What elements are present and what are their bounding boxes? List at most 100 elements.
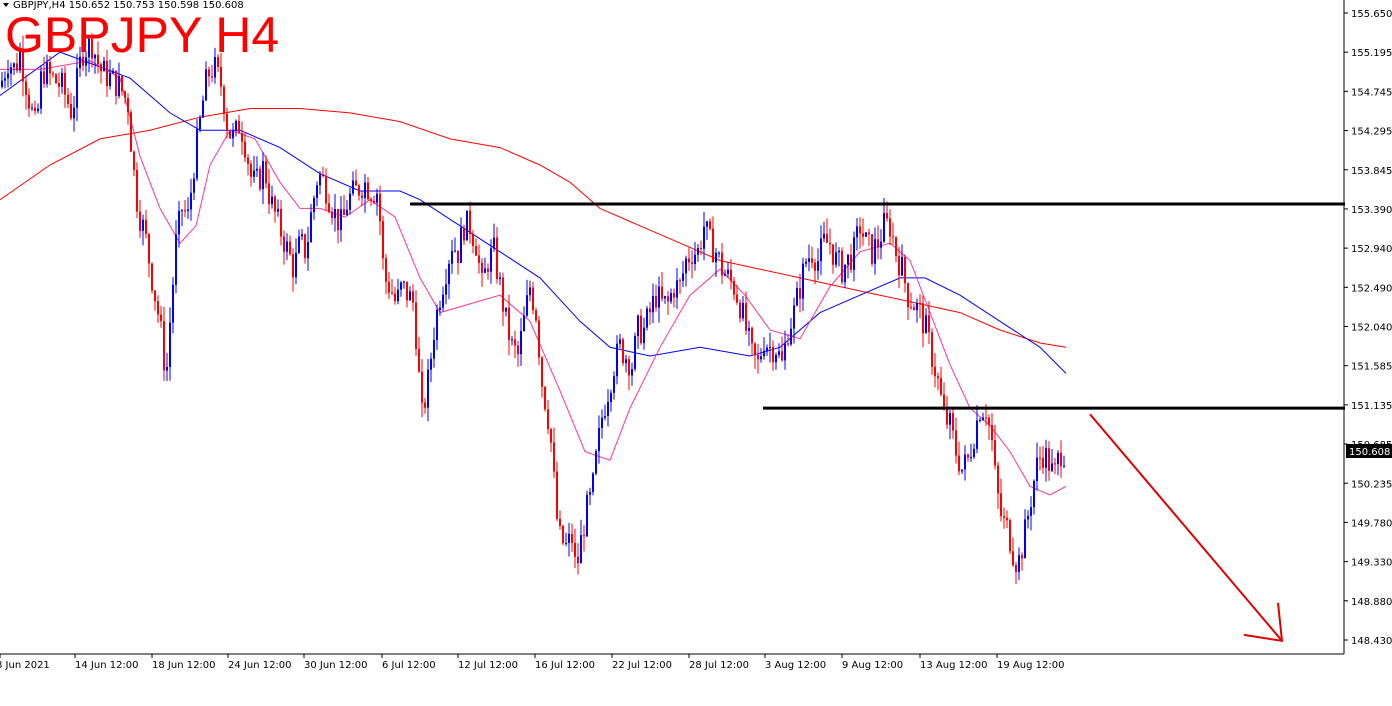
candle-body [493,237,495,249]
candle-body [1024,519,1026,559]
candle-body [703,226,705,249]
candle-body [850,254,852,270]
candle-body [631,369,633,376]
candle-body [694,254,696,265]
candle-body [397,289,399,302]
candle-body [67,94,69,104]
candle-body [502,277,504,312]
candle-body [46,62,48,84]
candle-body [133,151,135,170]
candle-body [964,454,966,470]
candle-body [1030,507,1032,516]
candle-body [49,62,51,74]
candle-body [646,308,648,328]
candle-body [202,100,204,118]
candle-body [955,430,957,456]
candle-body [892,236,894,238]
candle-body [745,302,747,331]
candle-body [589,492,591,495]
candle-body [172,284,174,323]
candle-body [658,286,660,308]
candle-body [160,314,162,322]
candle-body [937,376,939,379]
candle-body [559,518,561,526]
candle-body [439,307,441,310]
candle-body [223,86,225,114]
candle-body [859,226,861,234]
candle-body [307,241,309,259]
candle-body [1048,448,1050,471]
candle-body [295,252,297,278]
x-tick-label: 28 Jul 12:00 [689,660,749,671]
candle-body [4,78,6,81]
candle-body [265,161,267,184]
candle-body [844,264,846,283]
candle-body [637,315,639,336]
candle-body [661,286,663,299]
x-tick-label: 19 Aug 12:00 [997,660,1064,671]
current-price-tag: 150.608 [1346,444,1392,458]
candle-body [118,75,120,97]
candle-body [820,238,822,262]
x-tick-label: 30 Jun 12:00 [304,660,368,671]
candle-body [814,262,816,271]
candle-body [445,284,447,295]
candle-body [43,71,45,84]
candle-body [475,246,477,256]
candle-body [196,129,198,179]
y-tick-label: 154.295 [1351,127,1392,138]
y-tick-label: 151.585 [1351,362,1392,373]
candle-body [121,75,123,92]
candle-body [466,210,468,241]
x-tick-label: 24 Jun 12:00 [228,660,292,671]
candle-body [778,351,780,355]
candle-body [115,70,117,97]
candle-body [787,343,789,345]
candle-body [10,67,12,74]
candle-body [769,346,771,348]
candle-body [643,327,645,344]
candle-body [673,293,675,298]
candle-body [916,302,918,311]
candle-body [832,244,834,265]
candle-body [1000,493,1002,517]
candle-body [256,168,258,171]
candle-body [961,469,963,472]
candle-body [88,38,90,58]
candle-body [772,346,774,363]
candle-body [835,252,837,265]
candle-body [58,83,60,87]
candle-body [7,73,9,79]
candle-body [688,258,690,263]
candle-body [367,182,369,200]
dropdown-triangle-icon[interactable] [3,3,9,7]
candle-body [454,250,456,252]
candle-body [229,130,231,139]
candle-body [175,234,177,285]
candle-body [994,440,996,466]
candle-body [634,335,636,370]
candle-body [934,366,936,377]
candle-body [451,251,453,264]
candle-body [583,535,585,537]
candle-body [1054,463,1056,465]
current-price-tag-bg [1346,444,1392,458]
candle-body [985,417,987,419]
candle-body [358,185,360,196]
candle-body [289,241,291,255]
candle-body [163,321,165,371]
candle-body [61,72,63,87]
candle-body [1009,520,1011,552]
candle-body [31,107,33,109]
candle-body [322,174,324,177]
candle-body [388,281,390,293]
candle-body [664,296,666,299]
candle-body [580,535,582,564]
candle-body [415,302,417,350]
x-tick-label: 6 Jul 12:00 [382,660,436,671]
candle-body [28,94,30,109]
candle-body [52,73,54,75]
candle-body [70,103,72,119]
